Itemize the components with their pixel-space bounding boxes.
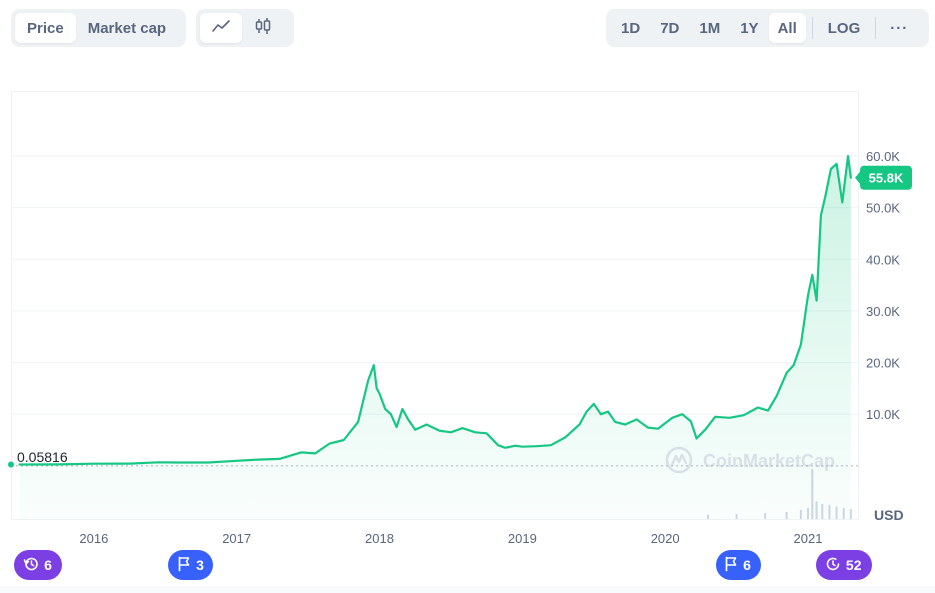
coinmarketcap-logo-icon	[665, 446, 693, 474]
x-tick-label: 2019	[508, 531, 537, 546]
flag-icon	[177, 556, 191, 575]
y-tick-label: 50.0K	[866, 201, 900, 216]
more-options-button[interactable]: ···	[890, 19, 909, 37]
x-tick-label: 2020	[651, 531, 680, 546]
metric-tab-group: Price Market cap	[11, 9, 186, 47]
event-flag-count: 6	[743, 557, 751, 573]
bottom-scroll-strip	[0, 586, 935, 593]
clock-icon	[825, 556, 841, 575]
event-flag-badge[interactable]: 6	[715, 550, 761, 580]
price-line	[18, 155, 852, 466]
x-axis-ticks: 2016 2017 2018 2019 2020 2021	[79, 531, 822, 546]
log-scale-button[interactable]: LOG	[827, 19, 861, 37]
range-divider	[811, 17, 813, 39]
y-tick-label: 20.0K	[866, 356, 900, 371]
tab-price[interactable]: Price	[15, 13, 76, 43]
x-tick-label: 2016	[79, 531, 108, 546]
tab-market-cap[interactable]: Market cap	[87, 19, 167, 37]
y-tick-label: 60.0K	[866, 149, 900, 164]
event-history-count: 6	[44, 557, 52, 573]
range-1y-button[interactable]: 1Y	[740, 19, 759, 37]
candlestick-button[interactable]	[242, 13, 284, 43]
range-group: 1D 7D 1M 1Y All LOG ···	[606, 9, 929, 47]
watermark-text: CoinMarketCap	[703, 451, 835, 471]
start-price-label: 0.05816	[17, 449, 68, 465]
line-chart-button[interactable]	[200, 13, 242, 43]
x-tick-label: 2017	[222, 531, 251, 546]
current-price-badge: 55.8K	[855, 165, 912, 190]
range-1d-button[interactable]: 1D	[621, 19, 641, 37]
x-tick-label: 2021	[794, 531, 823, 546]
y-tick-label: 10.0K	[866, 407, 900, 422]
x-tick-label: 2018	[365, 531, 394, 546]
more-divider	[875, 17, 877, 39]
flag-icon	[724, 556, 738, 575]
range-1m-button[interactable]: 1M	[699, 19, 721, 37]
range-all-button[interactable]: All	[768, 13, 806, 43]
candlestick-icon	[254, 17, 272, 39]
currency-label: USD	[874, 507, 904, 523]
y-tick-label: 30.0K	[866, 304, 900, 319]
start-price-marker	[8, 461, 14, 468]
history-icon	[23, 556, 39, 575]
plot-frame	[11, 91, 859, 520]
current-price-value: 55.8K	[869, 171, 904, 186]
y-axis-ticks: 10.0K 20.0K 30.0K 40.0K 50.0K 60.0K	[866, 149, 900, 422]
watermark: CoinMarketCap	[665, 446, 835, 474]
range-7d-button[interactable]: 7D	[660, 19, 680, 37]
event-flag-badge[interactable]: 3	[168, 550, 214, 580]
event-history-badge[interactable]: 6	[14, 550, 62, 580]
event-clock-badge[interactable]: 52	[815, 550, 872, 580]
event-clock-count: 52	[845, 557, 862, 573]
y-tick-label: 40.0K	[866, 252, 900, 267]
event-flag-count: 3	[196, 557, 204, 573]
grid-lines	[11, 155, 858, 415]
line-chart-icon	[212, 19, 230, 37]
price-area	[19, 156, 851, 519]
chart-type-group	[196, 9, 294, 47]
